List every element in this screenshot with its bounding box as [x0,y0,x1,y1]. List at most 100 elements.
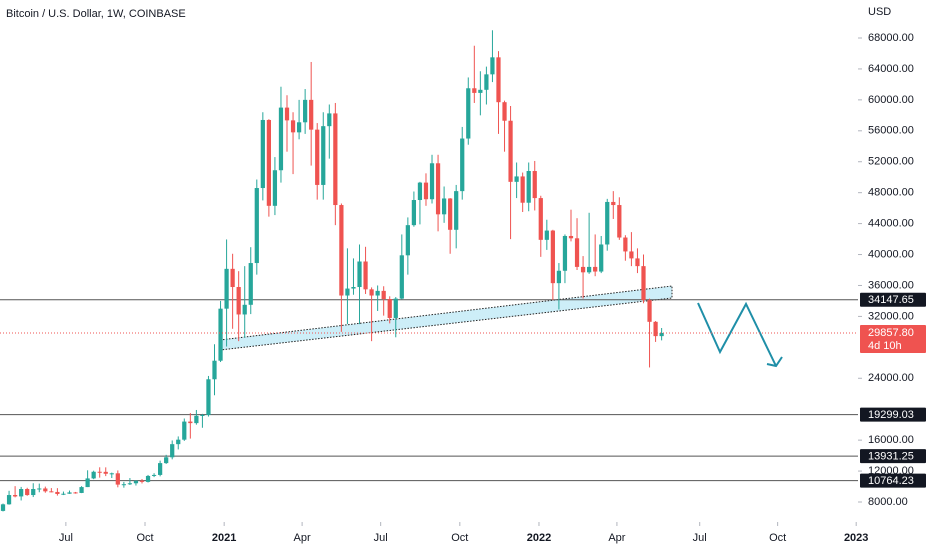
candle-body [369,289,374,296]
candle-body [327,113,332,127]
candle-body [115,473,120,485]
candle-body [496,57,501,103]
candle-body [315,129,320,185]
candle-body [25,489,30,496]
candle-body [635,258,640,267]
x-tick-label: 2023 [844,532,868,544]
candle-body [6,495,12,505]
candle-body [61,493,66,495]
candle-body [43,488,48,492]
candle-body [574,238,580,267]
last-price-badge [860,324,926,353]
candle-body [170,444,175,458]
candle-body [472,88,477,93]
candle-body [194,415,199,424]
candle-body [405,225,410,256]
level-badge [860,292,926,307]
candle-body [580,266,586,273]
x-tick-label: Oct [769,532,786,544]
candle-body [345,288,350,296]
candle-body [260,119,265,189]
candle-body [562,235,568,271]
candle-body [520,176,525,203]
candle-body [375,290,380,296]
candle-body [526,171,531,203]
candle-body [242,304,247,315]
candle-body [309,99,314,130]
candle-body [321,126,326,185]
candle-body [67,492,72,494]
candle-body [357,261,362,288]
y-tick-label: 24000.00 [868,372,914,384]
y-tick-label: 52000.00 [868,156,914,168]
candle-body [121,484,126,486]
candle-body [617,205,622,238]
level-label: 19299.03 [868,409,914,421]
candle-body [448,198,453,230]
candle-body [284,107,290,121]
candle-body [145,475,151,482]
candle-body [605,201,610,245]
candle-body [556,270,562,284]
x-tick-label: 2021 [212,532,236,544]
candle-body [351,287,356,289]
x-tick-label: Apr [608,532,625,544]
candle-body [441,198,447,215]
x-tick-label: Jul [374,532,388,544]
candle-body [411,200,417,226]
y-tick-label: 36000.00 [868,279,914,291]
countdown-label: 4d 10h [868,340,902,352]
y-tick-label: 16000.00 [868,434,914,446]
candle-body [568,235,574,239]
candle-body [417,182,423,201]
candle-body [490,57,495,75]
chart-title: Bitcoin / U.S. Dollar, 1W, COINBASE [6,8,186,20]
candle-body [478,89,483,93]
candle-body [278,107,284,171]
level-label: 34147.65 [868,294,914,306]
candle-body [290,120,296,133]
candle-body [399,255,404,299]
candle-body [12,495,18,497]
candle-body [508,120,513,182]
projection-arrowhead [766,356,783,368]
candle-body [653,321,658,337]
y-axis-label: USD [868,6,891,18]
candle-body [393,298,398,318]
candle-body [127,483,133,485]
y-tick-label: 8000.00 [868,496,908,508]
candle-body [454,191,459,230]
candle-body [333,113,338,206]
candle-body [502,102,507,121]
candle-body [466,88,471,139]
candle-body [587,266,592,273]
level-label: 10764.23 [868,475,914,487]
x-tick-label: Oct [136,532,153,544]
candle-body [206,379,211,416]
y-tick-label: 68000.00 [868,32,914,44]
x-tick-label: 2022 [527,532,551,544]
candle-body [641,266,646,301]
candle-body [224,268,229,309]
candle-body [623,237,628,252]
candle-body [176,439,181,445]
candle-body [151,474,157,476]
candle-body [599,244,604,272]
candle-body [423,182,429,200]
level-badge [860,473,926,488]
candle-body [133,480,139,484]
candle-body [79,487,84,493]
y-tick-label: 44000.00 [868,218,914,230]
candle-body [248,263,253,305]
candle-body [0,504,6,511]
y-tick-label: 32000.00 [868,310,914,322]
candle-body [538,198,543,240]
projection-path [697,301,777,367]
y-tick-label: 40000.00 [868,248,914,260]
candle-body [236,287,241,315]
candle-body [230,268,235,288]
x-tick-label: Oct [451,532,468,544]
x-tick-label: Apr [294,532,311,544]
